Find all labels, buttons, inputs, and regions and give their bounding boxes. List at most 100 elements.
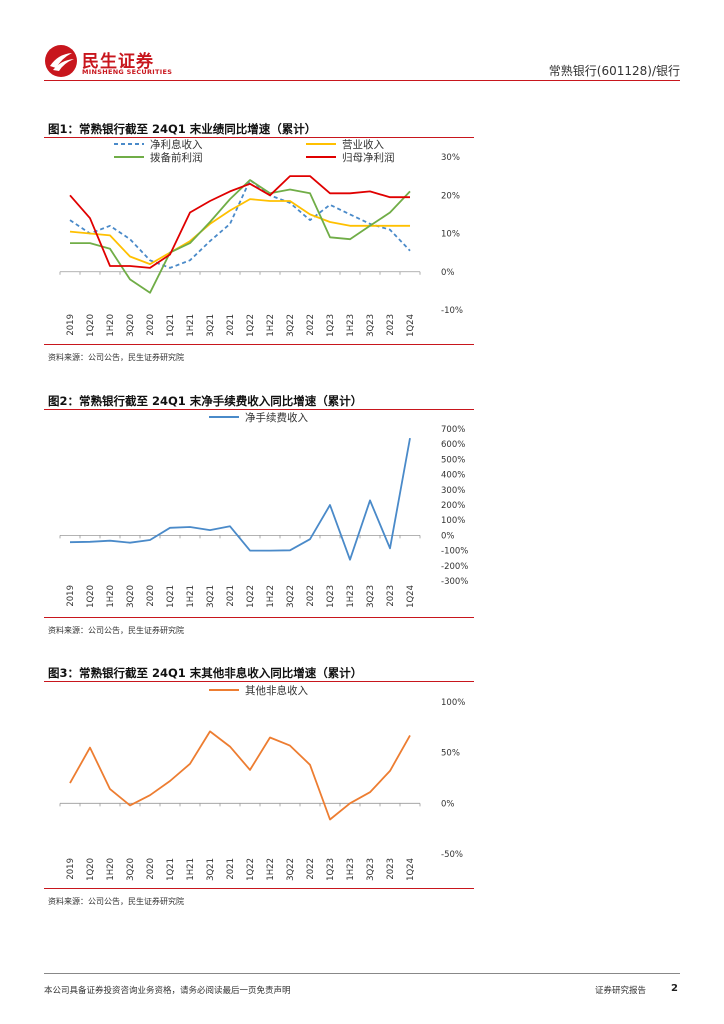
figure-3-title: 图3：常熟银行截至 24Q1 末其他非息收入同比增速（累计）	[48, 666, 363, 680]
x-tick-label: 1H22	[266, 858, 276, 881]
x-tick-label: 2020	[146, 585, 156, 607]
x-tick-label: 2021	[226, 585, 236, 607]
y-tick-label: 100%	[441, 516, 465, 526]
x-tick-label: 1Q23	[326, 585, 336, 608]
x-tick-label: 2022	[306, 314, 316, 336]
x-tick-label: 3Q21	[206, 585, 216, 608]
series-line-1	[69, 179, 411, 269]
y-tick-label: 700%	[441, 425, 465, 435]
x-tick-label: 1Q24	[406, 585, 416, 608]
x-tick-label: 3Q21	[206, 314, 216, 337]
x-tick-label: 3Q23	[366, 858, 376, 881]
y-tick-label: -200%	[441, 562, 468, 572]
x-tick-label: 1H23	[346, 314, 356, 337]
figure-1-title: 图1：常熟银行截至 24Q1 末业绩同比增速（累计）	[48, 122, 317, 136]
x-tick-label: 1H20	[106, 858, 116, 881]
legend-label: 净利息收入	[150, 138, 203, 151]
figure-2-title: 图2：常熟银行截至 24Q1 末净手续费收入同比增速（累计）	[48, 394, 363, 408]
figure-2-bottom-rule	[44, 617, 474, 618]
figure-1-chart: -10% 0% 10% 20% 30% 2019 1Q20 1H20 3Q20 2020 1Q21 1…	[59, 138, 463, 337]
legend-label: 净手续费收入	[245, 411, 308, 424]
y-tick-label: 100%	[441, 698, 465, 708]
y-tick-label: -10%	[441, 306, 463, 316]
series-line-4	[69, 175, 410, 269]
x-tick-label: 3Q22	[286, 585, 296, 608]
x-tick-label: 1Q21	[166, 858, 176, 881]
x-tick-label: 2019	[66, 585, 76, 607]
x-tick-label: 1H21	[186, 585, 196, 608]
x-tick-label: 1H20	[106, 585, 116, 608]
y-tick-label: 10%	[441, 230, 460, 240]
x-tick-label: 1Q20	[86, 858, 96, 881]
figure-3-chart: -50% 0% 50% 100% 2019 1Q20 1H20 3Q20 2020 1Q21 1H2…	[59, 684, 465, 881]
y-tick-label: 0%	[441, 531, 455, 541]
figure-3-source: 资料来源：公司公告，民生证券研究院	[48, 897, 184, 906]
figure-1-top-rule	[44, 137, 474, 138]
footer-divider	[44, 973, 680, 974]
figure-2-chart: -300% -200% -100% 0% 100% 200% 300% 400% 500% 600…	[59, 411, 468, 608]
y-tick-label: 300%	[441, 486, 465, 496]
x-tick-label: 1Q22	[246, 314, 256, 337]
x-tick-label: 1Q21	[166, 314, 176, 337]
y-tick-label: 0%	[441, 268, 455, 278]
x-tick-label: 3Q21	[206, 858, 216, 881]
x-tick-label: 3Q22	[286, 314, 296, 337]
x-tick-label: 1H20	[106, 314, 116, 337]
x-tick-label: 2023	[386, 858, 396, 880]
x-tick-label: 2023	[386, 585, 396, 607]
series-line-1	[69, 437, 411, 561]
x-tick-label: 1H21	[186, 858, 196, 881]
y-tick-label: 600%	[441, 440, 465, 450]
page-number: 2	[671, 983, 678, 994]
x-tick-label: 1Q22	[246, 585, 256, 608]
x-tick-label: 1H22	[266, 314, 276, 337]
legend-label: 营业收入	[342, 138, 384, 151]
x-tick-label: 1Q24	[406, 314, 416, 337]
x-tick-label: 2023	[386, 314, 396, 336]
figure-1-source: 资料来源：公司公告，民生证券研究院	[48, 353, 184, 362]
x-tick-label: 2020	[146, 314, 156, 336]
y-tick-label: -300%	[441, 577, 468, 587]
x-tick-label: 1Q20	[86, 314, 96, 337]
x-tick-label: 1Q20	[86, 585, 96, 608]
series-line-2	[69, 198, 410, 265]
x-tick-label: 3Q20	[126, 585, 136, 608]
legend-label: 拨备前利润	[150, 151, 203, 164]
x-tick-label: 3Q23	[366, 314, 376, 337]
figure-3-bottom-rule	[44, 888, 474, 889]
logo-text-en: MINSHENG SECURITIES	[82, 68, 173, 76]
x-tick-label: 1Q23	[326, 314, 336, 337]
legend-label: 其他非息收入	[245, 684, 308, 697]
x-tick-label: 3Q22	[286, 858, 296, 881]
x-tick-label: 2019	[66, 314, 76, 336]
x-tick-label: 2021	[226, 858, 236, 880]
x-tick-label: 2019	[66, 858, 76, 880]
y-tick-label: 200%	[441, 501, 465, 511]
y-tick-label: 30%	[441, 153, 460, 163]
x-tick-label: 1H23	[346, 585, 356, 608]
series-line-3	[70, 179, 411, 294]
y-tick-label: -50%	[441, 850, 463, 860]
x-tick-label: 1H23	[346, 858, 356, 881]
x-tick-label: 3Q20	[126, 314, 136, 337]
logo-text-cn: 民生证券	[82, 52, 154, 72]
header-divider	[44, 80, 680, 81]
x-tick-label: 1H21	[186, 314, 196, 337]
x-tick-label: 1Q23	[326, 858, 336, 881]
figure-2-top-rule	[44, 409, 474, 410]
x-tick-label: 2022	[306, 858, 316, 880]
y-tick-label: 20%	[441, 191, 460, 201]
x-tick-label: 3Q20	[126, 858, 136, 881]
figure-3-top-rule	[44, 681, 474, 682]
company-logo: 民生证券 MINSHENG SECURITIES	[44, 44, 184, 78]
y-tick-label: 500%	[441, 455, 465, 465]
x-tick-label: 2022	[306, 585, 316, 607]
report-stock-label: 常熟银行(601128)/银行	[548, 64, 680, 78]
y-tick-label: 400%	[441, 471, 465, 481]
figure-2-source: 资料来源：公司公告，民生证券研究院	[48, 626, 184, 635]
figure-1-bottom-rule	[44, 344, 474, 345]
series-line-1	[69, 730, 411, 821]
x-tick-label: 2020	[146, 858, 156, 880]
footer-report-type: 证券研究报告	[594, 986, 646, 996]
x-tick-label: 1Q21	[166, 585, 176, 608]
